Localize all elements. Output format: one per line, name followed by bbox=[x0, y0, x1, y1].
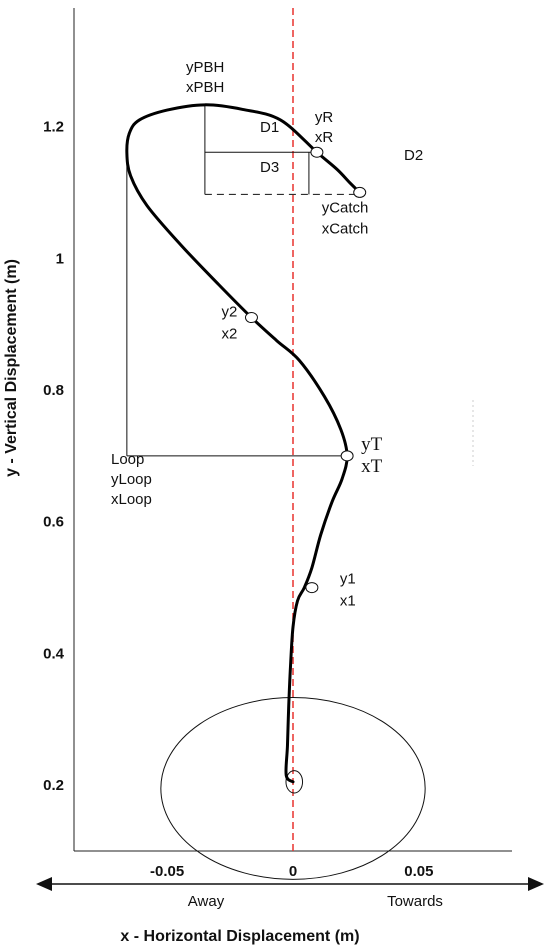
label-loop-1: yLoop bbox=[111, 471, 152, 488]
key-point-catch bbox=[353, 186, 367, 198]
x-tick-label-1: 0 bbox=[289, 863, 297, 880]
key-point-p1 bbox=[305, 582, 319, 594]
label-t-1: xT bbox=[361, 456, 383, 477]
label-p2-1: x2 bbox=[221, 326, 237, 343]
y-tick-label-0: 0.2 bbox=[43, 777, 64, 794]
key-point-t bbox=[340, 450, 354, 462]
label-p1-0: y1 bbox=[340, 571, 356, 588]
key-point-r bbox=[310, 146, 324, 158]
label-catch-0: yCatch bbox=[322, 199, 369, 216]
label-catch-1: xCatch bbox=[322, 220, 369, 237]
plate-circle bbox=[160, 697, 426, 880]
y-tick-label-5: 1.2 bbox=[43, 119, 64, 136]
label-loop-0: Loop bbox=[111, 451, 144, 468]
bar-path-series bbox=[125, 103, 362, 784]
x-tick-label-0: -0.05 bbox=[150, 863, 184, 880]
y-tick-label-2: 0.6 bbox=[43, 514, 64, 531]
label-t-0: yT bbox=[361, 434, 383, 455]
key-points bbox=[244, 146, 367, 594]
y-axis-title: y - Vertical Displacement (m) bbox=[3, 259, 20, 477]
label-r-0: yR bbox=[315, 109, 334, 126]
label-p2-0: y2 bbox=[221, 304, 237, 321]
label-d2: D2 bbox=[404, 147, 423, 164]
x-axis-title: x - Horizontal Displacement (m) bbox=[120, 928, 359, 945]
y-tick-label-4: 1 bbox=[56, 250, 64, 267]
y-tick-label-3: 0.8 bbox=[43, 382, 64, 399]
axes bbox=[36, 8, 544, 891]
label-pbh-0: yPBH bbox=[186, 59, 224, 76]
bar-path-line bbox=[125, 103, 362, 784]
away-label: Away bbox=[188, 893, 225, 910]
label-r-1: xR bbox=[315, 129, 334, 146]
label-pbh-1: xPBH bbox=[186, 79, 224, 96]
towards-label: Towards bbox=[387, 893, 443, 910]
x-tick-label-2: 0.05 bbox=[404, 863, 433, 880]
label-d3: D3 bbox=[260, 159, 279, 176]
construction-lines bbox=[126, 104, 474, 466]
arrow-right-icon bbox=[528, 877, 544, 891]
label-d1: D1 bbox=[260, 119, 279, 136]
annotations: Away Towards x - Horizontal Displacement (… bbox=[3, 59, 443, 945]
label-p1-1: x1 bbox=[340, 593, 356, 610]
label-loop-2: xLoop bbox=[111, 491, 152, 508]
start-circle bbox=[285, 770, 304, 794]
arrow-left-icon bbox=[36, 877, 52, 891]
y-tick-label-1: 0.4 bbox=[43, 645, 65, 662]
tick-labels: 0.2 0.4 0.6 0.8 1 1.2 -0.05 0 0.05 bbox=[43, 119, 433, 880]
circles bbox=[160, 697, 426, 880]
key-point-p2 bbox=[244, 312, 258, 324]
